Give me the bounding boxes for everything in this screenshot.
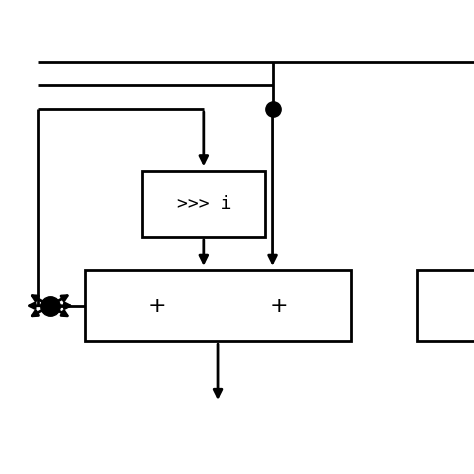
- Text: >>> i: >>> i: [177, 195, 231, 213]
- FancyBboxPatch shape: [142, 171, 265, 237]
- FancyBboxPatch shape: [85, 270, 351, 341]
- Text: +: +: [148, 296, 166, 316]
- FancyBboxPatch shape: [417, 270, 474, 341]
- Text: +: +: [270, 296, 288, 316]
